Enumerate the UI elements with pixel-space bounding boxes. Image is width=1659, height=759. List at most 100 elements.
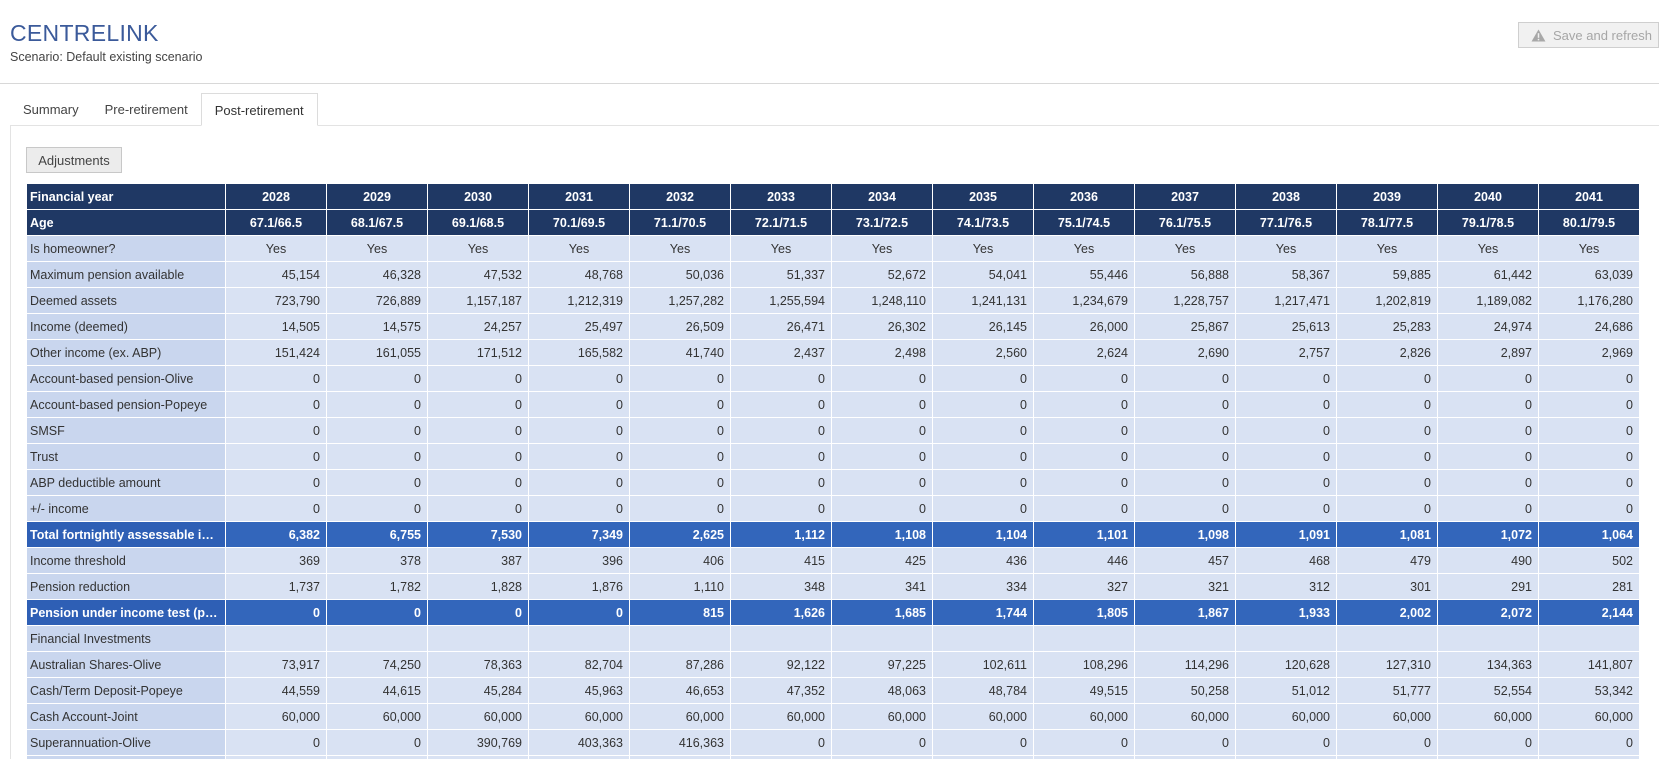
table-cell: 0: [1437, 469, 1539, 496]
table-cell: 0: [1235, 443, 1337, 470]
row-tail: [1639, 677, 1650, 704]
tab-post-retirement[interactable]: Post-retirement: [200, 93, 318, 126]
row-label: Trust: [26, 443, 226, 470]
row-tail: [1639, 755, 1650, 759]
table-cell: 0: [932, 417, 1034, 444]
row-label: Total fortnightly assessable inc...: [26, 521, 226, 548]
table-cell: 0: [1033, 469, 1135, 496]
table-cell: 60,000: [932, 703, 1034, 730]
table-cell: 0: [1336, 365, 1438, 392]
table-cell: 25,613: [1235, 313, 1337, 340]
table-cell: Yes: [326, 235, 428, 262]
table-cell: 0: [1336, 469, 1438, 496]
table-cell: [831, 755, 933, 759]
table-cell: 1,255,594: [730, 287, 832, 314]
year-header: 2037: [1134, 183, 1236, 210]
table-cell: 1,737: [225, 573, 327, 600]
row-label: Deemed assets: [26, 287, 226, 314]
table-cell: 79.1/78.5: [1437, 209, 1539, 236]
table-cell: 1,876: [528, 573, 630, 600]
table-cell: 2,002: [1336, 599, 1438, 626]
row-tail: [1639, 339, 1650, 366]
table-cell: 72.1/71.5: [730, 209, 832, 236]
table-cell: 60,000: [629, 703, 731, 730]
table-cell: 0: [1033, 365, 1135, 392]
table-cell: 0: [427, 365, 529, 392]
table-cell: 52,672: [831, 261, 933, 288]
adjustments-button[interactable]: Adjustments: [26, 147, 122, 173]
table-cell: 1,212,319: [528, 287, 630, 314]
table-cell: 26,471: [730, 313, 832, 340]
row-tail: [1639, 391, 1650, 418]
table-cell: 0: [1134, 443, 1236, 470]
table-cell: 468: [1235, 547, 1337, 574]
row-tail: [1639, 417, 1650, 444]
table-cell: 24,686: [1538, 313, 1640, 340]
table-cell: 0: [831, 495, 933, 522]
table-cell: 2,498: [831, 339, 933, 366]
tab-pre-retirement[interactable]: Pre-retirement: [104, 102, 188, 117]
table-cell: 2,560: [932, 339, 1034, 366]
table-cell: 0: [730, 417, 832, 444]
table-cell: 0: [326, 469, 428, 496]
table-cell: [528, 755, 630, 759]
table-cell: 48,784: [932, 677, 1034, 704]
table-cell: [1336, 755, 1438, 759]
table-cell: 26,000: [1033, 313, 1135, 340]
table-cell: 1,108: [831, 521, 933, 548]
table-row: Other income (ex. ABP) 151,424 161,055 171,…: [26, 339, 1650, 366]
table-cell: 2,690: [1134, 339, 1236, 366]
table-cell: 1,867: [1134, 599, 1236, 626]
table-cell: 76.1/75.5: [1134, 209, 1236, 236]
row-tail: [1639, 261, 1650, 288]
table-cell: 0: [427, 599, 529, 626]
table-cell: 0: [326, 729, 428, 756]
table-cell: 0: [1437, 391, 1539, 418]
centrelink-grid[interactable]: Financial year 2028 2029 2030 2031 2032 2033 20…: [26, 183, 1659, 759]
table-cell: 327: [1033, 573, 1135, 600]
table-cell: 24,974: [1437, 313, 1539, 340]
table-cell: 45,963: [528, 677, 630, 704]
table-cell: 77.1/76.5: [1235, 209, 1337, 236]
table-cell: 26,302: [831, 313, 933, 340]
table-cell: 390,769: [427, 729, 529, 756]
table-cell: [1033, 625, 1135, 652]
row-label: Maximum pension available: [26, 261, 226, 288]
table-cell: 396: [528, 547, 630, 574]
table-cell: 0: [1538, 495, 1640, 522]
table-cell: 0: [831, 391, 933, 418]
year-header: 2041: [1538, 183, 1640, 210]
table-row: Superannuation-Olive 0 0 390,769 403,363 416,…: [26, 729, 1650, 756]
table-cell: 78,363: [427, 651, 529, 678]
table-row: Cash Account-Joint 60,000 60,000 60,000 60,0…: [26, 703, 1650, 730]
year-header: 2040: [1437, 183, 1539, 210]
table-cell: Yes: [1134, 235, 1236, 262]
table-cell: 0: [932, 443, 1034, 470]
table-cell: 0: [1538, 729, 1640, 756]
table-cell: 45,284: [427, 677, 529, 704]
table-cell: 74,250: [326, 651, 428, 678]
table-cell: 1,091: [1235, 521, 1337, 548]
table-cell: 2,897: [1437, 339, 1539, 366]
table-row: Deemed assets 723,790 726,889 1,157,187 1,21…: [26, 287, 1650, 314]
table-row: Account-based pension-Popeye 0 0 0 0 0 0 0 0 0 0 0 0…: [26, 391, 1650, 418]
tab-summary[interactable]: Summary: [23, 102, 79, 117]
year-header: 2028: [225, 183, 327, 210]
table-cell: 26,509: [629, 313, 731, 340]
table-cell: 0: [1235, 365, 1337, 392]
row-label: SMSF: [26, 417, 226, 444]
table-row: Total fortnightly assessable inc... 6,382…: [26, 521, 1650, 548]
table-cell: 55,446: [1033, 261, 1135, 288]
table-cell: 0: [730, 729, 832, 756]
save-and-refresh-button[interactable]: Save and refresh: [1518, 22, 1659, 48]
table-cell: 378: [326, 547, 428, 574]
table-cell: Yes: [831, 235, 933, 262]
page-header: CENTRELINK Scenario: Default existing sc…: [0, 0, 1659, 84]
table-cell: Yes: [629, 235, 731, 262]
table-cell: 0: [1538, 365, 1640, 392]
table-row: Age 67.1/66.5 68.1/67.5 69.1/68.5 70.1/69.5 7…: [26, 209, 1650, 236]
table-cell: 0: [326, 391, 428, 418]
table-cell: 60,000: [831, 703, 933, 730]
table-row: Trust 0 0 0 0 0 0 0 0 0 0 0 0 0 0: [26, 443, 1650, 470]
year-header: 2030: [427, 183, 529, 210]
